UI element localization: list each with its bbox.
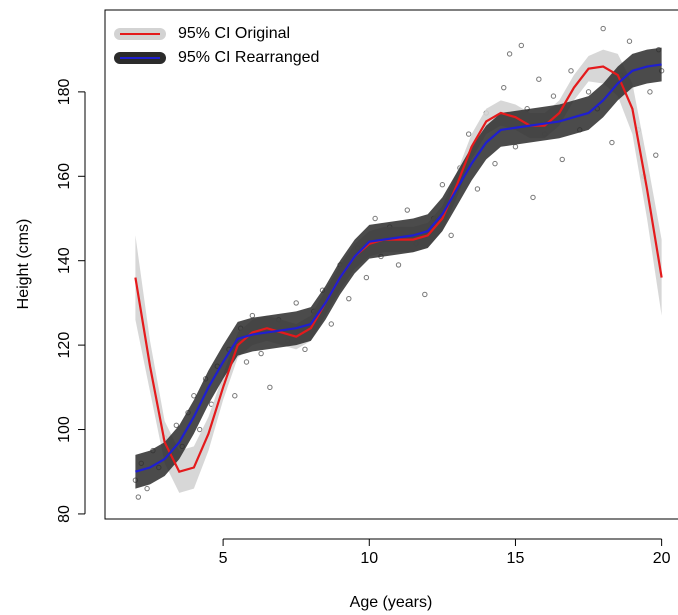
data-point	[243, 359, 250, 365]
curve-line	[134, 65, 663, 474]
data-point	[346, 295, 352, 302]
data-point	[372, 215, 378, 222]
data-point	[144, 485, 150, 492]
data-point	[448, 232, 454, 239]
data-point	[249, 312, 256, 319]
data-point	[653, 152, 659, 158]
data-point	[585, 89, 592, 95]
data-point	[530, 194, 536, 201]
data-point	[506, 51, 513, 57]
confidence-band	[135, 47, 662, 489]
data-point	[404, 207, 410, 213]
x-tick-label: 15	[507, 550, 525, 567]
legend-label: 95% CI Rearranged	[178, 49, 319, 66]
data-point	[474, 186, 481, 192]
y-tick-label: 80	[56, 505, 73, 523]
data-point	[512, 144, 519, 150]
y-tick-label: 180	[56, 78, 73, 105]
y-tick-label: 100	[56, 416, 73, 443]
data-point	[536, 76, 542, 82]
data-point	[328, 321, 334, 327]
data-point	[197, 426, 203, 433]
data-point	[422, 291, 428, 298]
data-point	[173, 422, 180, 429]
data-point	[501, 84, 507, 91]
x-tick-label: 10	[360, 550, 378, 567]
data-point	[568, 68, 574, 74]
data-point	[600, 25, 606, 32]
legend-label: 95% CI Original	[178, 25, 290, 42]
data-point	[302, 346, 308, 353]
data-point	[293, 300, 299, 306]
data-point	[492, 160, 498, 167]
y-tick-label: 120	[56, 332, 73, 359]
data-point	[395, 262, 402, 268]
data-point	[559, 156, 565, 163]
x-tick-label: 5	[219, 550, 228, 567]
data-point	[626, 38, 633, 44]
data-point	[267, 384, 273, 391]
x-axis-label: Age (years)	[350, 594, 433, 611]
data-point	[232, 393, 238, 399]
data-point	[135, 494, 142, 500]
data-point	[609, 139, 615, 146]
data-point	[465, 131, 472, 137]
plot-frame	[104, 9, 678, 520]
curve-line	[135, 63, 662, 473]
data-point	[647, 89, 653, 95]
data-point	[363, 274, 370, 281]
data-point	[550, 93, 557, 99]
data-point	[518, 42, 525, 49]
y-tick-label: 160	[56, 163, 73, 190]
y-tick-label: 140	[56, 247, 73, 274]
x-tick-label: 20	[653, 550, 671, 567]
data-point	[258, 350, 264, 357]
y-axis-label: Height (cms)	[15, 219, 32, 310]
confidence-band	[135, 49, 662, 493]
data-point	[439, 182, 446, 188]
